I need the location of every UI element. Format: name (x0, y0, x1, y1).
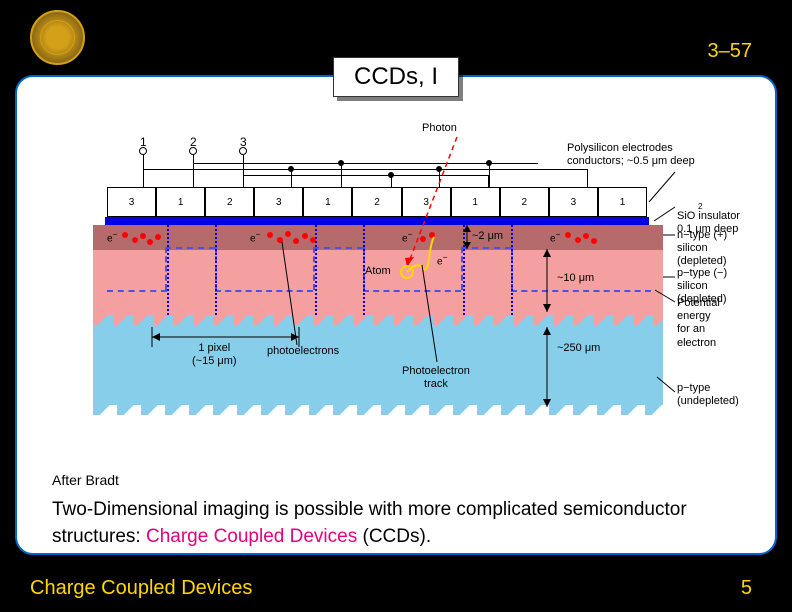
electron-dot (583, 233, 589, 239)
potential-line (461, 247, 511, 249)
pixel-boundary (215, 225, 217, 315)
e-minus-label: e− (250, 229, 260, 244)
electron-dot (302, 233, 308, 239)
electron-dot (277, 237, 283, 243)
electrode: 3 (549, 187, 598, 217)
photon-label: Photon (422, 122, 457, 135)
electrode: 3 (254, 187, 303, 217)
electron-dot (140, 233, 146, 239)
main-panel: CCDs, I 1 2 3 3 1 (15, 75, 777, 555)
dim-250um: ~250 μm (557, 342, 600, 355)
electron-dot (285, 231, 291, 237)
wire (193, 155, 194, 163)
electron-dot (310, 237, 316, 243)
electron-dot (122, 232, 128, 238)
junction-icon (338, 160, 344, 166)
wire (143, 169, 144, 187)
boundary-jagged (93, 315, 663, 325)
potential-line (363, 290, 461, 292)
potential-line (215, 290, 313, 292)
electron-dot (132, 237, 138, 243)
electrode: 2 (500, 187, 549, 217)
wire (243, 175, 244, 187)
electron-dot (591, 238, 597, 244)
junction-icon (436, 166, 442, 172)
electron-dot (155, 234, 161, 240)
slide-title: CCDs, I (333, 57, 459, 97)
pin-terminal-icon (139, 147, 147, 155)
pin-terminal-icon (189, 147, 197, 155)
electron-dot (293, 238, 299, 244)
e-minus-label: e− (550, 229, 560, 244)
electrode-row: 3 1 2 3 1 2 3 1 2 3 1 (107, 187, 647, 217)
pixel-label: 1 pixel (~15 μm) (192, 342, 237, 368)
junction-icon (388, 172, 394, 178)
junction-icon (486, 160, 492, 166)
electron-dot (575, 237, 581, 243)
electron-dot (267, 232, 273, 238)
potential-line (313, 247, 363, 249)
wire (243, 155, 244, 175)
pin-terminal-icon (239, 147, 247, 155)
pixel-boundary (511, 225, 513, 315)
page-number: 3–57 (708, 40, 753, 63)
electrode: 1 (303, 187, 352, 217)
dim-10um: ~10 μm (557, 272, 594, 285)
electron-dot (565, 232, 571, 238)
atom-label: Atom (365, 265, 391, 278)
bus-1 (143, 169, 588, 170)
potential-line (511, 290, 651, 292)
boundary-jagged (93, 405, 663, 415)
wire (488, 175, 489, 187)
electrode: 3 (402, 187, 451, 217)
ntype-label: n−type (+) silicon (depleted) (677, 229, 747, 269)
ptype-undep-label: p−type (undepleted) (677, 382, 739, 408)
highlight-term: Charge Coupled Devices (146, 526, 357, 547)
wire (489, 163, 490, 187)
junction-icon (288, 166, 294, 172)
electrode: 2 (352, 187, 401, 217)
e-minus-label: e− (437, 252, 447, 267)
e-minus-label: e− (402, 229, 412, 244)
e-minus-label: e− (107, 229, 117, 244)
attribution: After Bradt (52, 472, 119, 488)
pixel-boundary (463, 225, 465, 315)
photoelectrons-label: photoelectrons (267, 345, 339, 358)
potential-label: Potential energy for an electron (677, 297, 747, 350)
electrode: 1 (451, 187, 500, 217)
wire (341, 163, 342, 187)
wire (587, 169, 588, 187)
footer-page: 5 (741, 577, 752, 600)
polysilicon-label: Polysilicon electrodes conductors; ~0.5 … (567, 142, 695, 168)
pixel-boundary (167, 225, 169, 315)
electrode: 3 (107, 187, 156, 217)
electrode: 1 (156, 187, 205, 217)
potential-line (107, 290, 167, 292)
body-text: Two-Dimensional imaging is possible with… (52, 497, 752, 550)
electrode: 2 (205, 187, 254, 217)
electron-dot (147, 239, 153, 245)
logo-seal (30, 10, 85, 65)
wire (193, 163, 194, 187)
ptype-undepleted-layer (93, 320, 663, 410)
photoelectron-track-label: Photoelectron track (402, 365, 470, 391)
electron-dot (429, 232, 435, 238)
sio2-layer (105, 217, 649, 225)
electrode: 1 (598, 187, 647, 217)
electron-dot (420, 236, 426, 242)
wire (143, 155, 144, 169)
ccd-diagram: 1 2 3 3 1 2 3 1 (67, 117, 747, 457)
dim-2um: ~2 μm (472, 230, 503, 243)
bus-3 (243, 175, 488, 176)
footer-title: Charge Coupled Devices (30, 577, 252, 600)
potential-line (165, 247, 215, 249)
